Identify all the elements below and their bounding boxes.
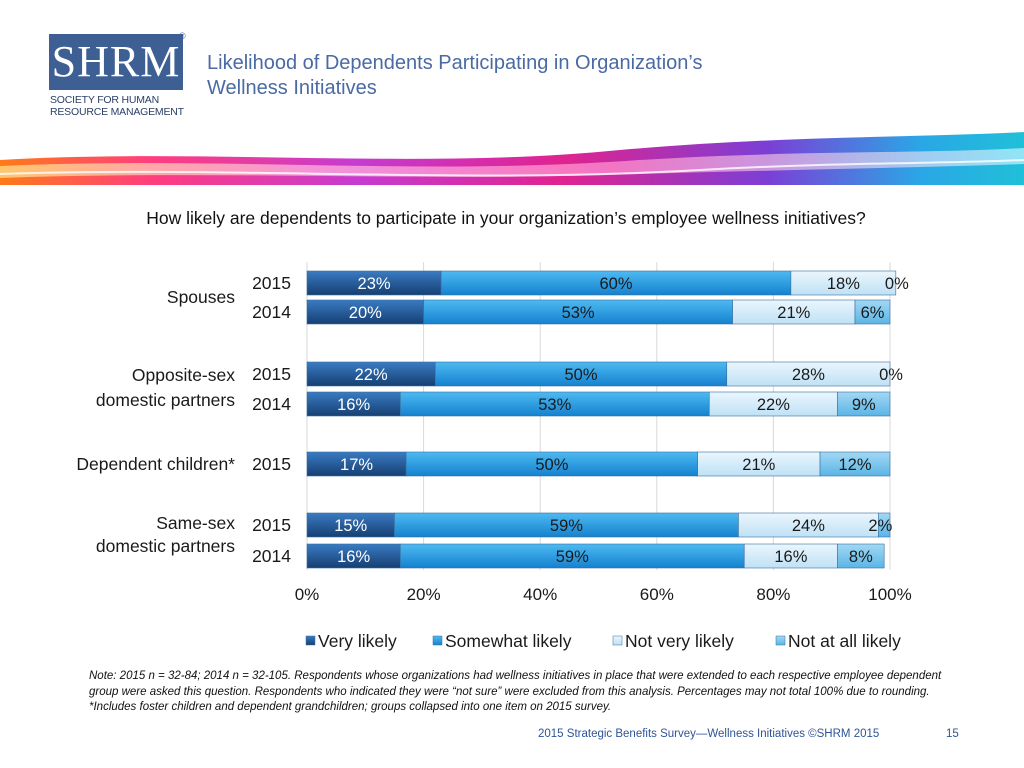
bar-segment <box>854 299 891 325</box>
bar-segment <box>440 270 792 296</box>
year-label: 2014 <box>252 546 291 566</box>
year-label: 2015 <box>252 454 291 474</box>
slide-title: Likelihood of Dependents Participating i… <box>207 51 847 101</box>
data-label: 50% <box>564 366 597 384</box>
decorative-ribbon <box>0 130 1024 185</box>
legend-swatch <box>775 635 786 646</box>
bar-segment <box>399 543 745 569</box>
bar-segment <box>434 361 728 387</box>
legend-swatch <box>432 635 443 646</box>
data-label: 17% <box>340 456 373 474</box>
logo-mark: SHRM <box>49 34 183 90</box>
data-label: 16% <box>774 548 807 566</box>
data-label: 21% <box>777 304 810 322</box>
logo-subtitle-line1: Society for Human <box>50 94 159 106</box>
bar-segment <box>837 391 891 417</box>
bar-segment <box>726 361 891 387</box>
slide-title-line1: Likelihood of Dependents Participating i… <box>207 52 703 74</box>
data-label: 12% <box>839 456 872 474</box>
legend-swatch <box>612 635 623 646</box>
bar-segment <box>743 543 838 569</box>
footnote: Note: 2015 n = 32-84; 2014 n = 32-105. R… <box>89 670 942 713</box>
x-tick-label: 60% <box>640 585 674 604</box>
logo-subtitle: Society for Human Resource Management <box>50 94 190 118</box>
page-number: 15 <box>946 728 959 740</box>
bar-segment <box>306 361 436 387</box>
data-label: 28% <box>792 366 825 384</box>
bar-segment <box>423 299 733 325</box>
group-label: domestic partners <box>96 536 235 556</box>
data-label: 23% <box>358 275 391 293</box>
legend-label: Not at all likely <box>788 631 901 651</box>
data-label: 8% <box>849 548 873 566</box>
legend-label: Somewhat likely <box>445 631 572 651</box>
data-label: 59% <box>550 517 583 535</box>
bar-segment <box>306 391 401 417</box>
data-label: 21% <box>742 456 775 474</box>
data-label: 59% <box>556 548 589 566</box>
legend: Very likely Somewhat likely Not very likel… <box>305 631 901 651</box>
stacked-bar-chart: 23% 60% 18% 0% 20% 53% 21% 6% 22% 50% 28% 0% 16% 53% 2… <box>76 262 912 651</box>
data-label: 53% <box>562 304 595 322</box>
group-label: domestic partners <box>96 390 235 410</box>
x-tick-label: 80% <box>756 585 790 604</box>
data-label: 0% <box>885 275 909 293</box>
data-label: 24% <box>792 517 825 535</box>
x-axis-ticks: 0% 20% 40% 60% 80% 100% <box>295 585 912 604</box>
bars: 23% 60% 18% 0% 20% 53% 21% 6% 22% 50% 28% 0% 16% 53% 2… <box>306 270 909 569</box>
bar-segment <box>878 512 891 538</box>
year-label: 2015 <box>252 515 291 535</box>
group-label: Same-sex <box>156 513 235 533</box>
bar-segment <box>697 451 821 477</box>
x-tick-label: 100% <box>868 585 911 604</box>
group-label: Spouses <box>167 287 235 307</box>
slide-title-line2: Wellness Initiatives <box>207 77 377 99</box>
bar-segment <box>405 451 698 477</box>
data-label: 22% <box>355 366 388 384</box>
year-label: 2014 <box>252 394 291 414</box>
category-labels: Spouses 2015 2014 Opposite-sex domestic part… <box>76 273 291 566</box>
data-label: 16% <box>337 548 370 566</box>
data-label: 20% <box>349 304 382 322</box>
legend-label: Very likely <box>318 631 397 651</box>
bar-segment <box>790 270 897 296</box>
logo-subtitle-line2: Resource Management <box>50 106 184 118</box>
bar-segment <box>732 299 856 325</box>
logo-registered-mark: ® <box>179 31 186 41</box>
x-tick-label: 0% <box>295 585 320 604</box>
x-tick-label: 20% <box>407 585 441 604</box>
data-label: 0% <box>879 366 903 384</box>
data-label: 60% <box>599 275 632 293</box>
bar-segment <box>306 451 407 477</box>
data-label: 22% <box>757 396 790 414</box>
bar-segment <box>306 512 395 538</box>
data-label: 53% <box>538 396 571 414</box>
data-label: 18% <box>827 275 860 293</box>
group-label: Opposite-sex <box>132 365 235 385</box>
x-tick-label: 40% <box>523 585 557 604</box>
bar-segment <box>738 512 879 538</box>
footer-source: 2015 Strategic Benefits Survey—Wellness … <box>538 728 880 740</box>
data-label: 2% <box>868 517 892 535</box>
bar-segment <box>819 451 891 477</box>
group-label: Dependent children* <box>76 454 235 474</box>
bar-segment <box>399 391 710 417</box>
data-label: 9% <box>852 396 876 414</box>
survey-question: How likely are dependents to participate… <box>146 208 866 228</box>
data-label: 16% <box>337 396 370 414</box>
shrm-logo: SHRM ® Society for Human Resource Manage… <box>46 31 190 118</box>
year-label: 2015 <box>252 273 291 293</box>
data-label: 6% <box>861 304 885 322</box>
year-label: 2015 <box>252 364 291 384</box>
bar-segment <box>708 391 838 417</box>
bar-segment <box>394 512 739 538</box>
bar-segment <box>306 299 424 325</box>
legend-swatch <box>305 635 316 646</box>
bar-segment <box>837 543 885 569</box>
data-label: 15% <box>334 517 367 535</box>
year-label: 2014 <box>252 302 291 322</box>
data-label: 50% <box>535 456 568 474</box>
legend-label: Not very likely <box>625 631 734 651</box>
